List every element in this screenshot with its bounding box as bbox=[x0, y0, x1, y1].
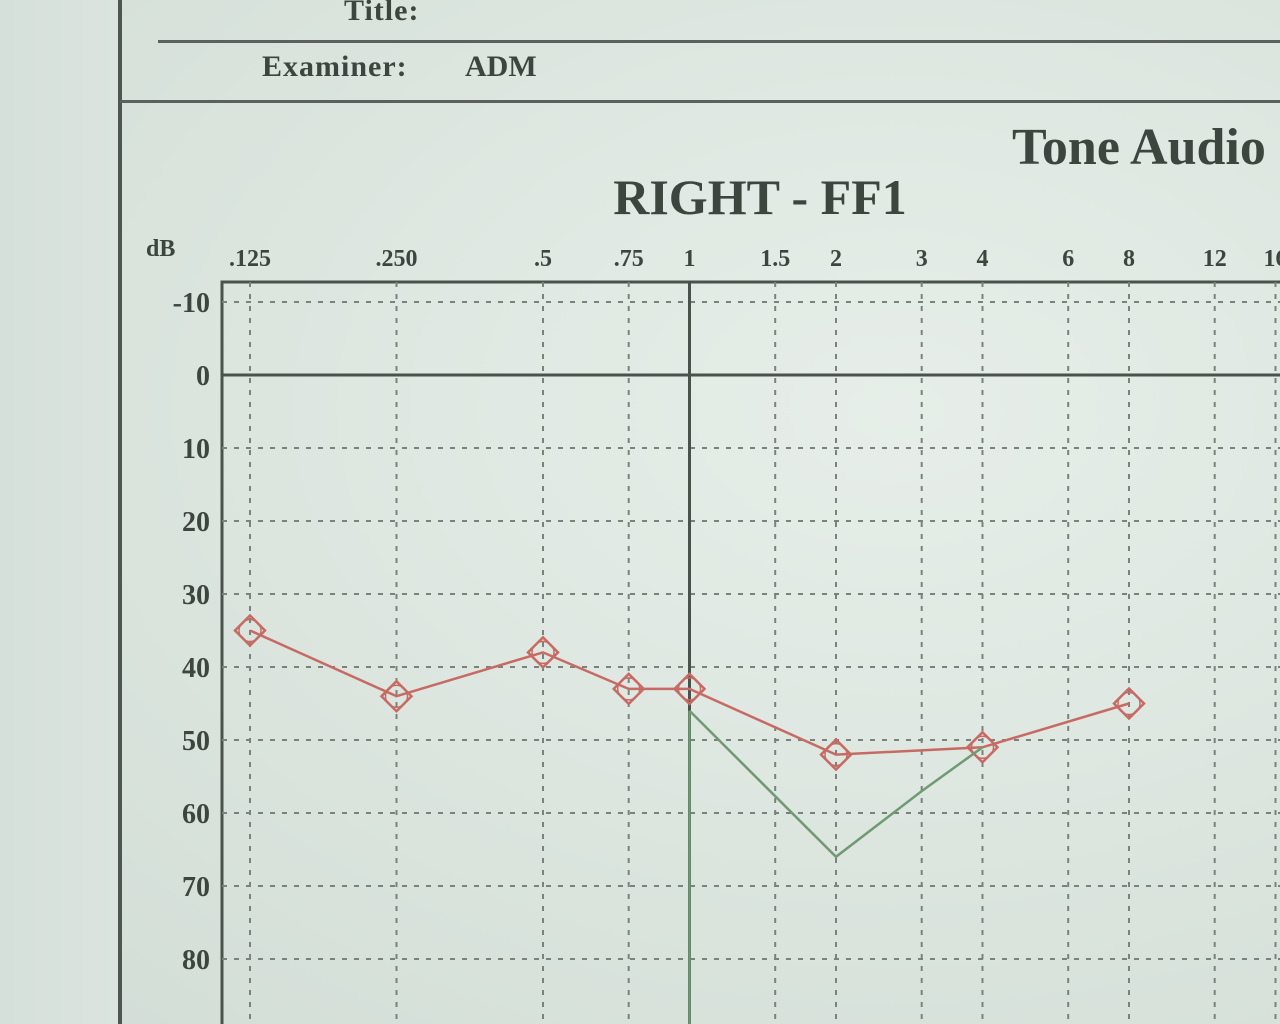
data-point-ring bbox=[238, 618, 262, 643]
data-point-ring bbox=[616, 677, 641, 701]
x-tick-label: 4 bbox=[977, 246, 989, 272]
examiner-value: ADM bbox=[465, 50, 537, 83]
report-title: Tone Audio bbox=[1012, 119, 1266, 176]
title-label: Title: bbox=[344, 0, 420, 27]
y-tick-label: 40 bbox=[182, 653, 210, 684]
x-tick-label: 3 bbox=[916, 246, 928, 272]
data-point-ring bbox=[824, 742, 848, 767]
y-tick-label: 30 bbox=[182, 580, 210, 611]
y-tick-label: 20 bbox=[182, 507, 210, 538]
x-tick-label: .125 bbox=[229, 246, 271, 272]
data-point-ring bbox=[677, 677, 702, 701]
x-tick-label: 2 bbox=[830, 246, 842, 272]
y-tick-label: 10 bbox=[182, 434, 210, 465]
examiner-label: Examiner: bbox=[262, 50, 408, 83]
x-tick-label: 6 bbox=[1062, 246, 1074, 272]
form-left-border bbox=[118, 0, 122, 1024]
y-tick-label: 80 bbox=[182, 945, 210, 976]
chart-title: RIGHT - FF1 bbox=[613, 169, 907, 225]
y-tick-label: 0 bbox=[196, 361, 210, 392]
x-tick-label: .250 bbox=[376, 246, 418, 272]
data-point-ring bbox=[384, 684, 409, 708]
x-tick-label: 8 bbox=[1123, 246, 1135, 272]
y-tick-label: 70 bbox=[182, 872, 210, 903]
data-point-ring bbox=[970, 735, 995, 760]
y-tick-label: 50 bbox=[182, 726, 210, 757]
data-point-ring bbox=[1117, 691, 1141, 716]
x-tick-label: 16 bbox=[1264, 246, 1280, 272]
x-tick-label: 1 bbox=[684, 246, 696, 272]
left-margin bbox=[0, 0, 120, 1024]
y-unit-label: dB bbox=[146, 236, 175, 262]
x-tick-label: .5 bbox=[534, 246, 552, 272]
y-tick-label: 60 bbox=[182, 799, 210, 830]
header-bottom-border bbox=[120, 100, 1280, 103]
x-tick-label: 12 bbox=[1203, 246, 1227, 272]
y-tick-label: -10 bbox=[173, 288, 210, 319]
x-tick-label: 1.5 bbox=[760, 246, 790, 272]
x-tick-label: .75 bbox=[614, 246, 644, 272]
series-line bbox=[688, 709, 984, 859]
title-underline bbox=[158, 40, 1280, 43]
series-line bbox=[249, 629, 1130, 756]
data-point-ring bbox=[531, 640, 555, 665]
plot-frame bbox=[220, 280, 1280, 1024]
